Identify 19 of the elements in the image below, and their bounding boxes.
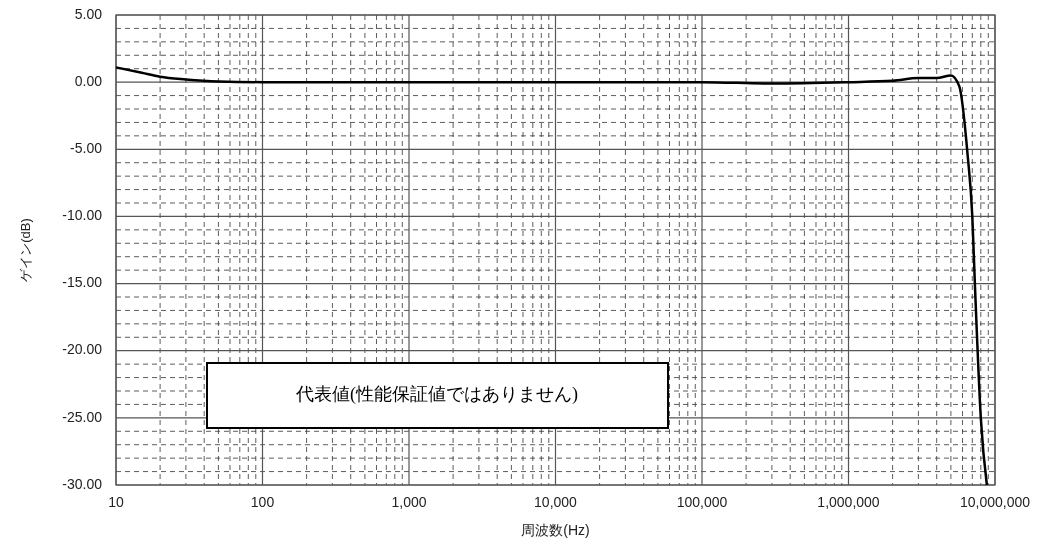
y-tick-label: -30.00 <box>62 475 103 492</box>
x-tick-label: 1,000 <box>391 494 427 510</box>
y-tick-label: -20.00 <box>62 341 103 358</box>
x-tick-label: 10,000,000 <box>959 494 1031 510</box>
x-tick-label: 10,000 <box>534 494 578 510</box>
annotation: 代表値(性能保証値ではありません) <box>295 384 578 406</box>
x-tick-label: 1,000,000 <box>817 494 880 510</box>
x-tick-label: 10 <box>108 494 124 510</box>
x-axis-title: 周波数(Hz) <box>521 522 590 538</box>
y-tick-label: -10.00 <box>62 207 103 224</box>
x-tick-label: 100 <box>250 494 275 510</box>
y-tick-label: -25.00 <box>62 408 103 425</box>
y-axis-title: ゲイン(dB) <box>18 218 33 282</box>
y-tick-label: -15.00 <box>62 274 103 291</box>
x-tick-label: 100,000 <box>676 494 728 510</box>
note-box: 代表値(性能保証値ではありません) <box>206 362 669 429</box>
y-tick-label: -5.00 <box>70 139 103 156</box>
y-tick-label: 0.00 <box>74 72 103 89</box>
y-tick-label: 5.00 <box>74 5 103 22</box>
